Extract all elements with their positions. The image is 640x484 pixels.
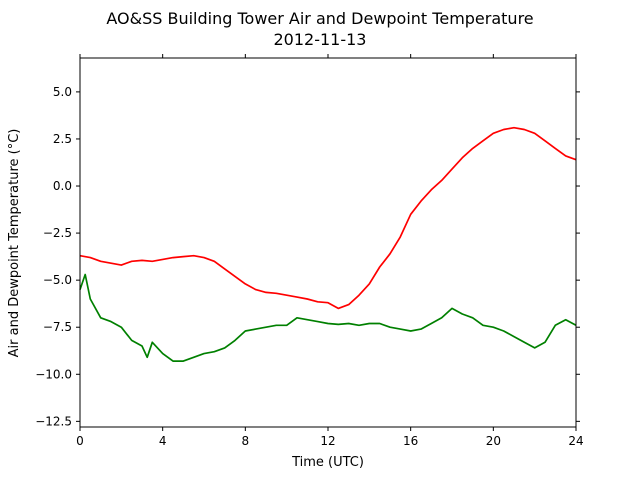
y-tick-label: −7.5: [43, 320, 72, 334]
series-line-2: [79, 273, 577, 362]
y-tick-label: 5.0: [53, 85, 72, 99]
y-tick-label: 0.0: [53, 179, 72, 193]
y-tick-label: −2.5: [43, 226, 72, 240]
x-tick-label: 12: [320, 434, 335, 448]
x-tick-label: 8: [242, 434, 250, 448]
x-tick-label: 20: [486, 434, 501, 448]
y-tick-label: 2.5: [53, 132, 72, 146]
x-tick-label: 24: [568, 434, 583, 448]
x-tick-label: 0: [76, 434, 84, 448]
y-axis-label: Air and Dewpoint Temperature (°C): [7, 129, 22, 358]
series-line-1: [79, 126, 577, 310]
plot-area: 0 4 8 12 16 20 24 5.0 2.5 0.0 −2.5 −5.0 −7.5 −10.0 −12…: [35, 54, 584, 448]
x-tick-label: 16: [403, 434, 418, 448]
chart-title: AO&SS Building Tower Air and Dewpoint Te…: [106, 9, 533, 28]
x-tick-label: 4: [159, 434, 167, 448]
x-axis-label: Time (UTC): [291, 455, 364, 470]
y-tick-label: −10.0: [35, 367, 72, 381]
y-tick-label: −5.0: [43, 273, 72, 287]
chart-subtitle: 2012-11-13: [274, 30, 367, 49]
y-tick-label: −12.5: [35, 414, 72, 428]
